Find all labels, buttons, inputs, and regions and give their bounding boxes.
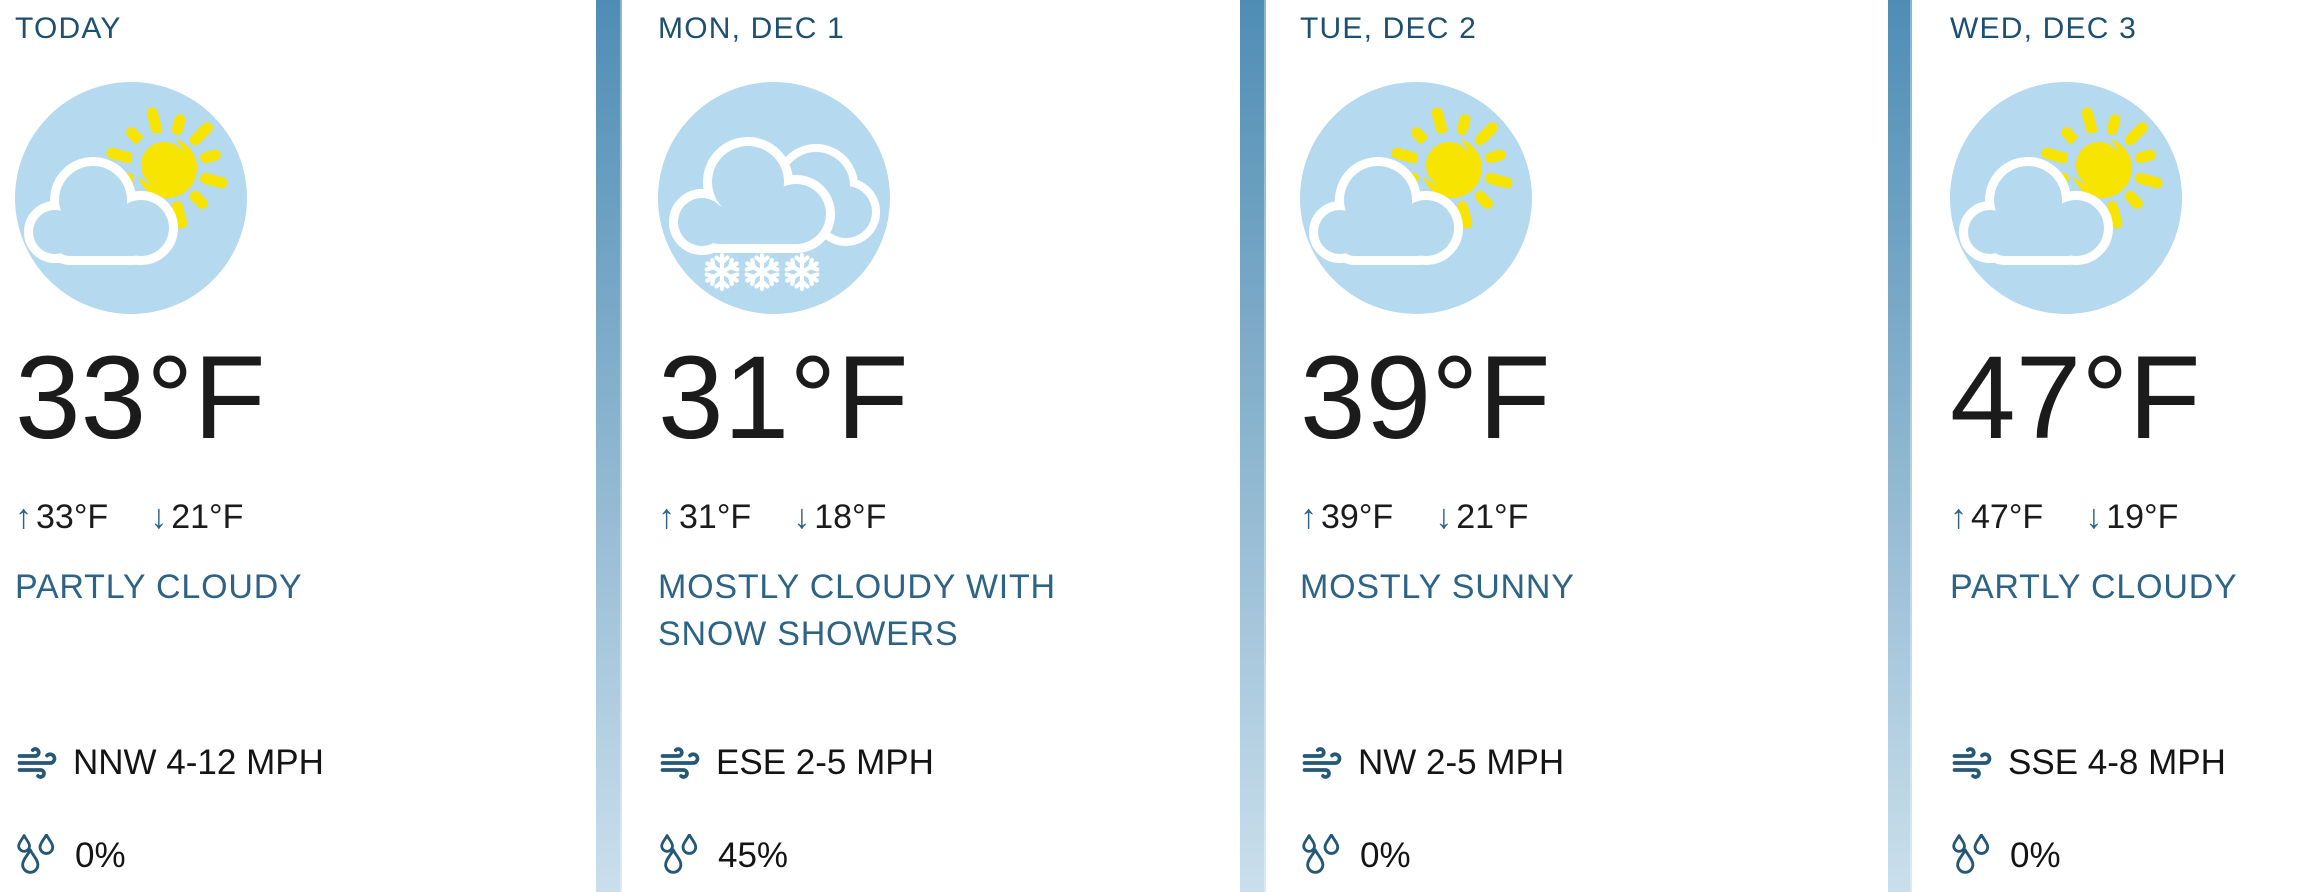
temperature: 39°F xyxy=(1300,332,1551,464)
condition-text: MOSTLY SUNNY xyxy=(1300,568,1575,606)
high-low-row: ↑ 33°F ↓ 21°F xyxy=(15,496,596,538)
low-temp-pair: ↓ 18°F xyxy=(793,496,886,538)
wind-icon xyxy=(17,747,57,779)
high-arrow-icon: ↑ xyxy=(1300,498,1317,536)
precipitation-row: 0% xyxy=(15,833,596,879)
low-temp: 21°F xyxy=(171,498,244,536)
high-temp-pair: ↑ 39°F xyxy=(1300,496,1393,538)
high-temp: 31°F xyxy=(679,498,752,536)
high-low-row: ↑ 47°F ↓ 19°F xyxy=(1950,496,2324,538)
low-temp: 18°F xyxy=(814,498,887,536)
low-arrow-icon: ↓ xyxy=(150,498,168,536)
wind-icon xyxy=(660,747,700,779)
precip-value: 0% xyxy=(2010,836,2061,875)
temperature: 47°F xyxy=(1950,332,2201,464)
forecast-day-card[interactable]: MON, DEC 1 31°F ↑ 31°F ↓ 18°F MOSTLY CLOUD… xyxy=(622,0,1240,892)
high-low-row: ↑ 31°F ↓ 18°F xyxy=(658,496,1240,538)
condition-text: MOSTLY CLOUDY WITH SNOW SHOWERS xyxy=(658,568,1056,653)
forecast-day-card[interactable]: WED, DEC 3 47°F ↑ 47°F ↓ 19°F PARTLY CLOUD… xyxy=(1912,0,2324,892)
wind-row: NW 2-5 MPH xyxy=(1300,740,1888,786)
partly-cloudy-sun-icon xyxy=(1950,82,2182,314)
precip-value: 45% xyxy=(718,836,789,875)
day-divider xyxy=(1240,0,1266,892)
snow-showers-icon xyxy=(658,82,890,314)
precip-value: 0% xyxy=(75,836,126,875)
wind-value: SSE 4-8 MPH xyxy=(2008,743,2226,782)
condition-text: PARTLY CLOUDY xyxy=(1950,568,2238,606)
precip-value: 0% xyxy=(1360,836,1411,875)
wind-value: NW 2-5 MPH xyxy=(1358,743,1565,782)
day-label: TODAY xyxy=(15,12,122,45)
high-arrow-icon: ↑ xyxy=(1950,498,1967,536)
raindrops-icon xyxy=(1950,834,1996,878)
high-temp: 39°F xyxy=(1321,498,1394,536)
low-temp: 21°F xyxy=(1456,498,1529,536)
wind-row: SSE 4-8 MPH xyxy=(1950,740,2324,786)
high-temp-pair: ↑ 47°F xyxy=(1950,496,2043,538)
high-temp: 33°F xyxy=(36,498,109,536)
low-arrow-icon: ↓ xyxy=(1435,498,1453,536)
raindrops-icon xyxy=(1300,834,1346,878)
high-arrow-icon: ↑ xyxy=(15,498,32,536)
partly-cloudy-sun-icon xyxy=(1300,82,1532,314)
day-label: TUE, DEC 2 xyxy=(1300,12,1478,45)
raindrops-icon xyxy=(658,834,704,878)
day-divider xyxy=(1888,0,1912,892)
low-temp-pair: ↓ 19°F xyxy=(2085,496,2178,538)
high-temp: 47°F xyxy=(1971,498,2044,536)
wind-icon xyxy=(1302,747,1342,779)
high-temp-pair: ↑ 31°F xyxy=(658,496,751,538)
wind-value: NNW 4-12 MPH xyxy=(73,743,324,782)
precipitation-row: 0% xyxy=(1950,833,2324,879)
precipitation-row: 0% xyxy=(1300,833,1888,879)
temperature: 33°F xyxy=(15,332,266,464)
low-arrow-icon: ↓ xyxy=(793,498,811,536)
raindrops-icon xyxy=(15,834,61,878)
day-label: MON, DEC 1 xyxy=(658,12,846,45)
condition-text: PARTLY CLOUDY xyxy=(15,568,303,606)
low-temp-pair: ↓ 21°F xyxy=(1435,496,1528,538)
temperature: 31°F xyxy=(658,332,909,464)
precipitation-row: 45% xyxy=(658,833,1240,879)
low-temp-pair: ↓ 21°F xyxy=(150,496,243,538)
low-arrow-icon: ↓ xyxy=(2085,498,2103,536)
partly-cloudy-sun-icon xyxy=(15,82,247,314)
high-arrow-icon: ↑ xyxy=(658,498,675,536)
wind-icon xyxy=(1952,747,1992,779)
high-low-row: ↑ 39°F ↓ 21°F xyxy=(1300,496,1888,538)
wind-value: ESE 2-5 MPH xyxy=(716,743,934,782)
wind-row: ESE 2-5 MPH xyxy=(658,740,1240,786)
forecast-day-card[interactable]: TUE, DEC 2 39°F ↑ 39°F ↓ 21°F MOSTLY SUNNY… xyxy=(1266,0,1888,892)
wind-row: NNW 4-12 MPH xyxy=(15,740,596,786)
high-temp-pair: ↑ 33°F xyxy=(15,496,108,538)
low-temp: 19°F xyxy=(2106,498,2179,536)
day-label: WED, DEC 3 xyxy=(1950,12,2138,45)
day-divider xyxy=(596,0,622,892)
forecast-day-card[interactable]: TODAY 33°F ↑ 33°F ↓ 21°F PARTLY CLOUDY NNW… xyxy=(0,0,596,892)
